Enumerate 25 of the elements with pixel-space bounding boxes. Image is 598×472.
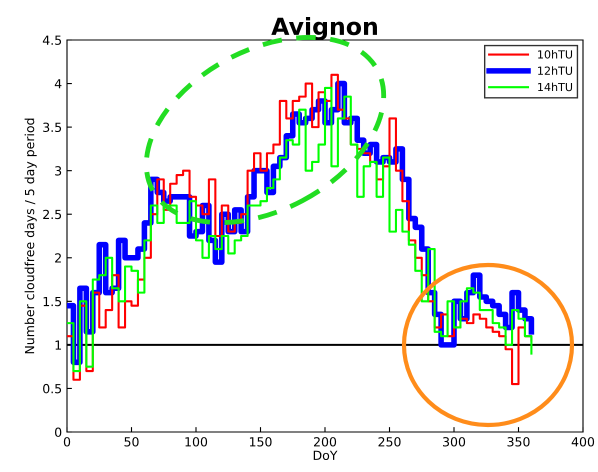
x-axis-title: DoY [314, 450, 338, 460]
chart-title: Avignon [271, 16, 377, 40]
x-tick-label: 150 [250, 437, 272, 447]
y-axis-title: Number cloudfree days / 5 day period [24, 118, 37, 354]
x-tick-label: 100 [185, 437, 208, 447]
x-tick-label: 300 [443, 437, 466, 447]
legend-label: 10hTU [538, 50, 572, 59]
y-tick-label: 3.5 [43, 122, 62, 132]
x-tick-label: 350 [508, 437, 530, 447]
x-tick-label: 400 [572, 437, 594, 447]
y-tick-label: 2.5 [43, 210, 62, 220]
x-tick-label: 50 [124, 437, 139, 447]
legend-label: 12hTU [538, 66, 572, 75]
legend-label: 14hTU [538, 82, 572, 92]
y-tick-label: 1 [56, 340, 61, 350]
y-tick-label: 4 [54, 79, 62, 88]
y-tick-label: 0 [55, 427, 62, 437]
y-tick-label: 4.5 [42, 36, 62, 45]
y-tick-label: 1.5 [44, 296, 62, 306]
y-tick-label: 0.5 [43, 384, 62, 394]
y-tick-label: 2 [55, 253, 61, 263]
x-tick-label: 250 [378, 437, 401, 447]
x-tick-label: 200 [314, 437, 336, 447]
y-tick-label: 3 [55, 166, 62, 176]
x-tick-label: 0 [64, 437, 70, 447]
